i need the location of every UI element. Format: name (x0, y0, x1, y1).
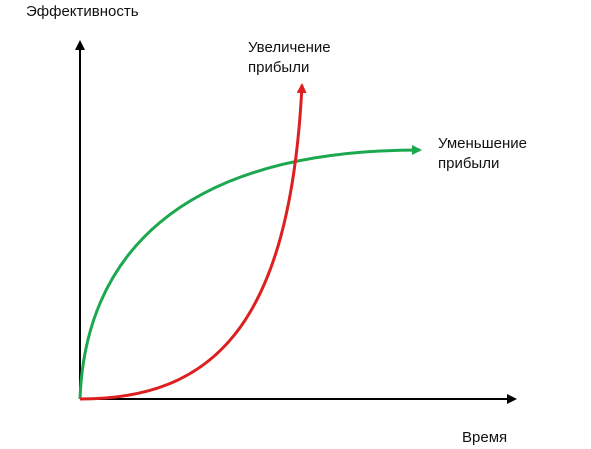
x-axis-label: Время (462, 429, 507, 446)
series-line-decreasing-profit (78, 145, 422, 400)
series-line-increasing-profit (79, 83, 307, 401)
series-label-increasing-profit-line1: Увеличение (248, 39, 331, 56)
series-label-increasing-profit-line2: прибыли (248, 59, 309, 76)
series-label-decreasing-profit-line2: прибыли (438, 155, 499, 172)
series-label-decreasing-profit: Уменьшение прибыли (438, 135, 531, 172)
series-label-decreasing-profit-line1: Уменьшение (438, 135, 527, 152)
y-axis-label: Эффективность (26, 3, 139, 20)
series-label-increasing-profit: Увеличение прибыли (248, 39, 335, 76)
